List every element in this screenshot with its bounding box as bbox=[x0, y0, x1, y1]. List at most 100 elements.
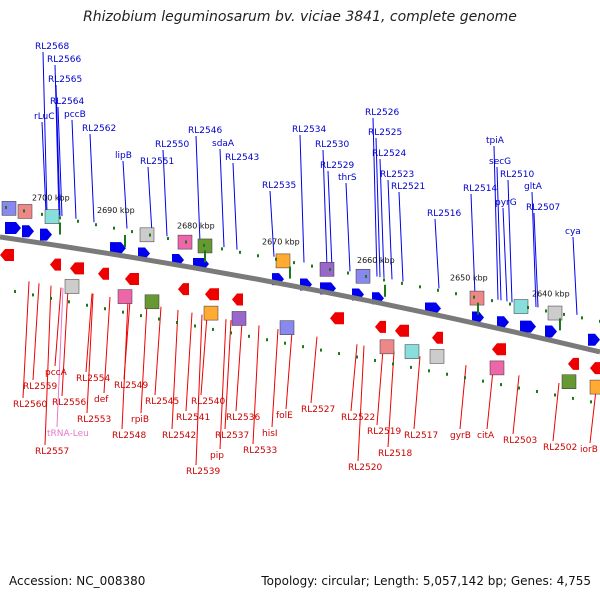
minor-tick bbox=[482, 379, 484, 383]
reverse-leader-line bbox=[22, 281, 30, 399]
forward-leader-line bbox=[55, 84, 61, 216]
reverse-leader-line bbox=[459, 365, 467, 430]
minor-tick bbox=[473, 295, 475, 299]
reverse-leader-line bbox=[185, 312, 193, 412]
reverse-leader-line bbox=[512, 375, 520, 435]
minor-tick bbox=[131, 230, 133, 234]
category-box bbox=[275, 253, 291, 269]
forward-gene-label: lipB bbox=[115, 151, 132, 161]
reverse-gene-arrow bbox=[178, 283, 189, 296]
reverse-gene-label: RL2522 bbox=[341, 413, 375, 423]
minor-tick bbox=[230, 331, 232, 335]
forward-gene-label: RL2543 bbox=[225, 153, 259, 163]
category-box bbox=[64, 279, 80, 294]
forward-gene-label: RL2514 bbox=[463, 184, 497, 194]
reverse-gene-label: RL2557 bbox=[35, 447, 69, 457]
minor-tick bbox=[554, 393, 556, 397]
reverse-gene-label: RL2560 bbox=[13, 400, 47, 410]
forward-gene-label: RL2566 bbox=[47, 55, 81, 65]
category-box bbox=[139, 227, 155, 243]
minor-tick bbox=[590, 400, 592, 404]
minor-tick bbox=[167, 237, 169, 241]
kbp-ticks: 2700 kbp 2690 kbp 2680 kbp 2670 kbp 2660 kbp… bbox=[5, 194, 600, 404]
forward-leader-line bbox=[387, 179, 393, 280]
reverse-gene-label: RL2520 bbox=[348, 463, 382, 473]
category-box bbox=[489, 360, 505, 376]
reverse-gene-label: RL2502 bbox=[543, 443, 577, 453]
reverse-gene-label: def bbox=[94, 395, 109, 405]
reverse-gene-arrow bbox=[232, 293, 243, 306]
minor-tick bbox=[374, 358, 376, 362]
label-leader-lines bbox=[22, 51, 597, 466]
minor-tick bbox=[257, 254, 259, 258]
reverse-leader-line bbox=[56, 287, 64, 428]
minor-tick bbox=[284, 341, 286, 345]
forward-gene-label: RL2521 bbox=[391, 182, 425, 192]
accession-text: Accession: NC_008380 bbox=[9, 574, 146, 588]
category-box bbox=[429, 349, 445, 364]
minor-tick bbox=[509, 302, 511, 306]
forward-leader-line bbox=[345, 182, 351, 272]
reverse-leader-line bbox=[32, 283, 40, 381]
minor-tick bbox=[500, 383, 502, 387]
forward-gene-label: RL2524 bbox=[372, 149, 406, 159]
forward-leader-line bbox=[533, 212, 539, 308]
forward-leader-line bbox=[147, 166, 153, 234]
reverse-leader-line bbox=[376, 349, 384, 426]
reverse-leader-line bbox=[413, 356, 421, 430]
forward-gene-label: RL2568 bbox=[35, 42, 69, 52]
category-box bbox=[203, 305, 219, 321]
minor-tick bbox=[527, 306, 529, 310]
genome-backbone bbox=[0, 234, 600, 355]
minor-tick bbox=[311, 264, 313, 268]
forward-gene-label: sdaA bbox=[212, 139, 235, 149]
reverse-leader-line bbox=[589, 390, 597, 444]
minor-tick bbox=[545, 309, 547, 313]
minor-tick bbox=[221, 247, 223, 251]
reverse-gene-arrow bbox=[205, 288, 219, 301]
forward-leader-line bbox=[398, 191, 404, 282]
reverse-leader-line bbox=[195, 314, 203, 466]
forward-leader-line bbox=[57, 106, 63, 217]
minor-tick bbox=[419, 285, 421, 289]
category-box bbox=[561, 374, 577, 389]
forward-gene-arrow bbox=[110, 242, 126, 255]
minor-tick bbox=[77, 219, 79, 223]
minor-tick bbox=[392, 362, 394, 366]
minor-tick bbox=[185, 240, 187, 244]
forward-gene-arrow bbox=[520, 320, 536, 333]
reverse-gene-label: RL2548 bbox=[112, 431, 146, 441]
forward-gene-arrow bbox=[5, 221, 21, 234]
reverse-leader-line bbox=[121, 300, 129, 430]
forward-gene-label: RL2529 bbox=[320, 161, 354, 171]
forward-leader-line bbox=[42, 51, 48, 214]
category-box bbox=[589, 379, 600, 395]
reverse-gene-label: gyrB bbox=[450, 431, 471, 441]
minor-tick bbox=[383, 278, 385, 282]
reverse-gene-arrow bbox=[432, 331, 443, 344]
reverse-gene-arrow bbox=[492, 343, 506, 356]
forward-gene-label: RL2534 bbox=[292, 125, 326, 135]
reverse-gene-label: RL2554 bbox=[76, 374, 110, 384]
forward-gene-label: RL2516 bbox=[427, 209, 461, 219]
reverse-leader-line bbox=[357, 345, 365, 462]
category-box bbox=[404, 344, 420, 359]
forward-leader-line bbox=[122, 160, 128, 229]
reverse-leader-line bbox=[387, 351, 395, 448]
forward-gene-label: RL2510 bbox=[500, 170, 534, 180]
minor-tick bbox=[239, 250, 241, 254]
reverse-leader-line bbox=[200, 315, 208, 396]
forward-gene-label: RL2525 bbox=[368, 128, 402, 138]
forward-leader-line bbox=[71, 119, 77, 219]
kbp-tick-label: 2690 kbp bbox=[97, 206, 135, 215]
forward-gene-label: secG bbox=[489, 157, 511, 167]
forward-leader-line bbox=[322, 149, 328, 267]
minor-tick bbox=[338, 352, 340, 356]
category-box bbox=[231, 311, 247, 326]
forward-gene-arrow bbox=[497, 316, 509, 329]
forward-gene-arrow bbox=[22, 225, 34, 238]
reverse-leader-line bbox=[486, 370, 494, 430]
forward-leader-line bbox=[327, 170, 333, 268]
reverse-leader-line bbox=[252, 325, 260, 445]
reverse-gene-label: iorB bbox=[580, 445, 598, 455]
